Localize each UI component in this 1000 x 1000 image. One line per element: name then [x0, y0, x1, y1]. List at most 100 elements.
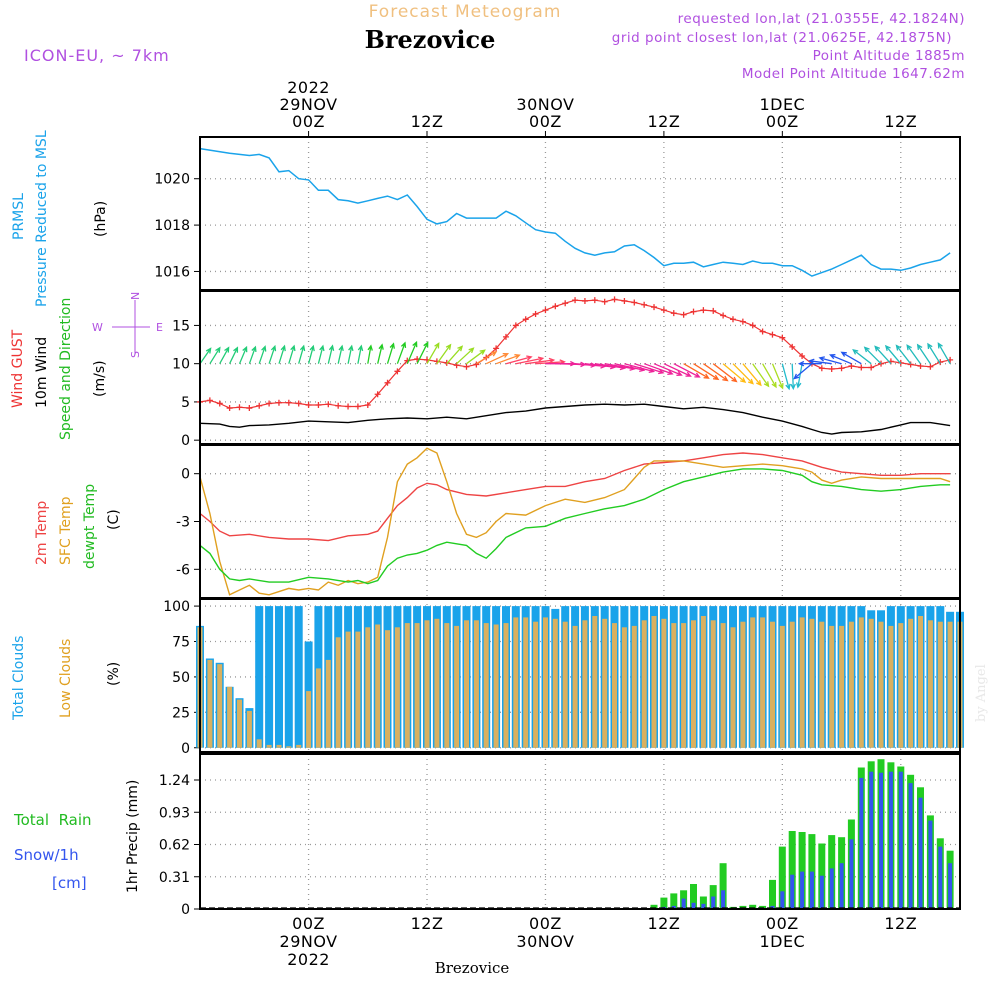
gust-marker-51: [700, 307, 707, 314]
bottom-axis-label-4-0: 00Z: [766, 914, 799, 933]
gust-marker-69: [878, 360, 885, 367]
snow-bar-13: [780, 891, 785, 909]
gust-marker-38: [572, 297, 579, 304]
low-cloud-bar-70: [888, 625, 894, 748]
wind-arrow-22: [416, 341, 429, 364]
low-cloud-bar-27: [464, 620, 469, 748]
gust-marker-3: [226, 405, 233, 412]
wind-arrow-14: [337, 344, 344, 364]
gust-marker-60: [789, 343, 796, 350]
temperature-panel: -6 -3 0: [176, 444, 961, 599]
snow-unit-label: [cm]: [52, 874, 87, 892]
low-cloud-bar-7: [266, 744, 272, 748]
low-cloud-bar-69: [878, 621, 884, 748]
low-cloud-bar-16: [355, 631, 361, 748]
prmsl-label: PRMSL: [11, 193, 27, 240]
wind-arrow-30: [495, 354, 521, 365]
low-cloud-bar-74: [927, 620, 933, 748]
low-cloud-bar-53: [720, 623, 726, 748]
wind-arrow-17: [367, 344, 373, 364]
gust-marker-74: [927, 363, 934, 370]
snow-bar-16: [809, 871, 814, 909]
low-cloud-bar-44: [631, 625, 637, 748]
precip-ytick-label-4: 1.24: [159, 773, 190, 789]
low-cloud-bar-33: [523, 617, 529, 748]
low-cloud-bar-10: [296, 744, 302, 748]
gust-marker-31: [502, 333, 509, 340]
wind-arrow-19: [386, 342, 395, 364]
gust-marker-40: [591, 297, 598, 304]
gust-marker-37: [562, 300, 569, 307]
gust-marker-33: [522, 316, 529, 323]
wind-arrow-26: [456, 347, 475, 365]
pressure-ytick-label-0: 1016: [154, 264, 190, 280]
wind-arrow-33: [525, 357, 556, 365]
low-cloud-bar-68: [868, 618, 874, 748]
wind-arrow-73: [906, 344, 922, 365]
low-cloud-bar-31: [503, 623, 509, 748]
gust-marker-20: [394, 368, 401, 375]
gust-marker-43: [621, 297, 628, 304]
clouds-unit-label: (%): [106, 662, 122, 686]
wind-ytick-label-2: 10: [172, 357, 190, 373]
pressure-panel: 1016 1018 1020: [154, 136, 961, 291]
location-title: Brezovice: [365, 25, 496, 54]
bottom-axis-label-0-2: 2022: [287, 950, 330, 969]
snow-bar-30: [948, 863, 953, 909]
wind-arrow-49: [683, 363, 710, 379]
gust-marker-47: [660, 307, 667, 314]
gust-marker-14: [335, 402, 342, 409]
wind-arrow-75: [927, 342, 941, 365]
wind-arrow-0: [199, 347, 212, 365]
low-cloud-bar-76: [947, 621, 953, 748]
wind-unit-label: (m/s): [92, 360, 108, 397]
wind-arrow-60: [790, 363, 796, 391]
wind-arrow-68: [852, 348, 872, 365]
top-axis-label-5-0: 12Z: [884, 112, 917, 131]
wind-arrow-54: [732, 363, 754, 385]
low-cloud-bar-25: [444, 623, 450, 748]
wind-arrow-46: [653, 363, 683, 376]
snow-bar-21: [859, 777, 864, 909]
snow-bar-15: [800, 871, 805, 909]
wind-arrow-7: [268, 344, 277, 364]
low-cloud-bar-47: [661, 618, 667, 748]
gust-marker-66: [848, 362, 855, 369]
low-cloud-bar-9: [286, 746, 292, 748]
snow-bar-17: [819, 875, 824, 909]
low-cloud-bar-22: [414, 623, 420, 748]
dewpt-label: dewpt Temp: [82, 484, 98, 569]
low-cloud-bar-14: [335, 637, 341, 748]
wind-arrow-72: [895, 344, 912, 365]
low-cloud-bar-12: [315, 668, 321, 748]
wind-arrow-70: [874, 345, 892, 365]
bottom-axis-label-3-0: 12Z: [647, 914, 680, 933]
temp-sfc-line: [199, 447, 951, 596]
rain-bar-16: [808, 834, 816, 909]
low-cloud-bar-18: [375, 624, 381, 748]
low-cloud-bar-67: [858, 617, 864, 748]
gust-marker-67: [858, 364, 865, 371]
clouds-ytick-label-1: 25: [172, 705, 190, 721]
wind-arrow-55: [742, 363, 762, 387]
top-axis-label-0-2: 00Z: [292, 112, 325, 131]
bottom-axis-label-0-0: 00Z: [292, 914, 325, 933]
snow-bar-3: [681, 898, 686, 909]
forecast-title: Forecast Meteogram: [369, 2, 562, 22]
total-cloud-bar-9: [284, 606, 293, 748]
wind-ytick-label-1: 5: [181, 395, 190, 411]
snow-bar-27: [918, 797, 923, 909]
low-cloud-bar-28: [473, 620, 479, 748]
snow-bar-26: [908, 783, 913, 909]
wind-arrow-3: [229, 346, 239, 364]
gust-marker-45: [641, 301, 648, 308]
low-cloud-bar-8: [276, 744, 282, 748]
gust-marker-49: [680, 311, 687, 318]
wind-arrow-71: [884, 344, 902, 365]
gust-marker-13: [325, 401, 332, 408]
clouds-panel: 0 25 50 75 100: [163, 598, 964, 757]
rain-label: Total Rain: [13, 811, 92, 829]
gust-marker-11: [305, 401, 312, 408]
